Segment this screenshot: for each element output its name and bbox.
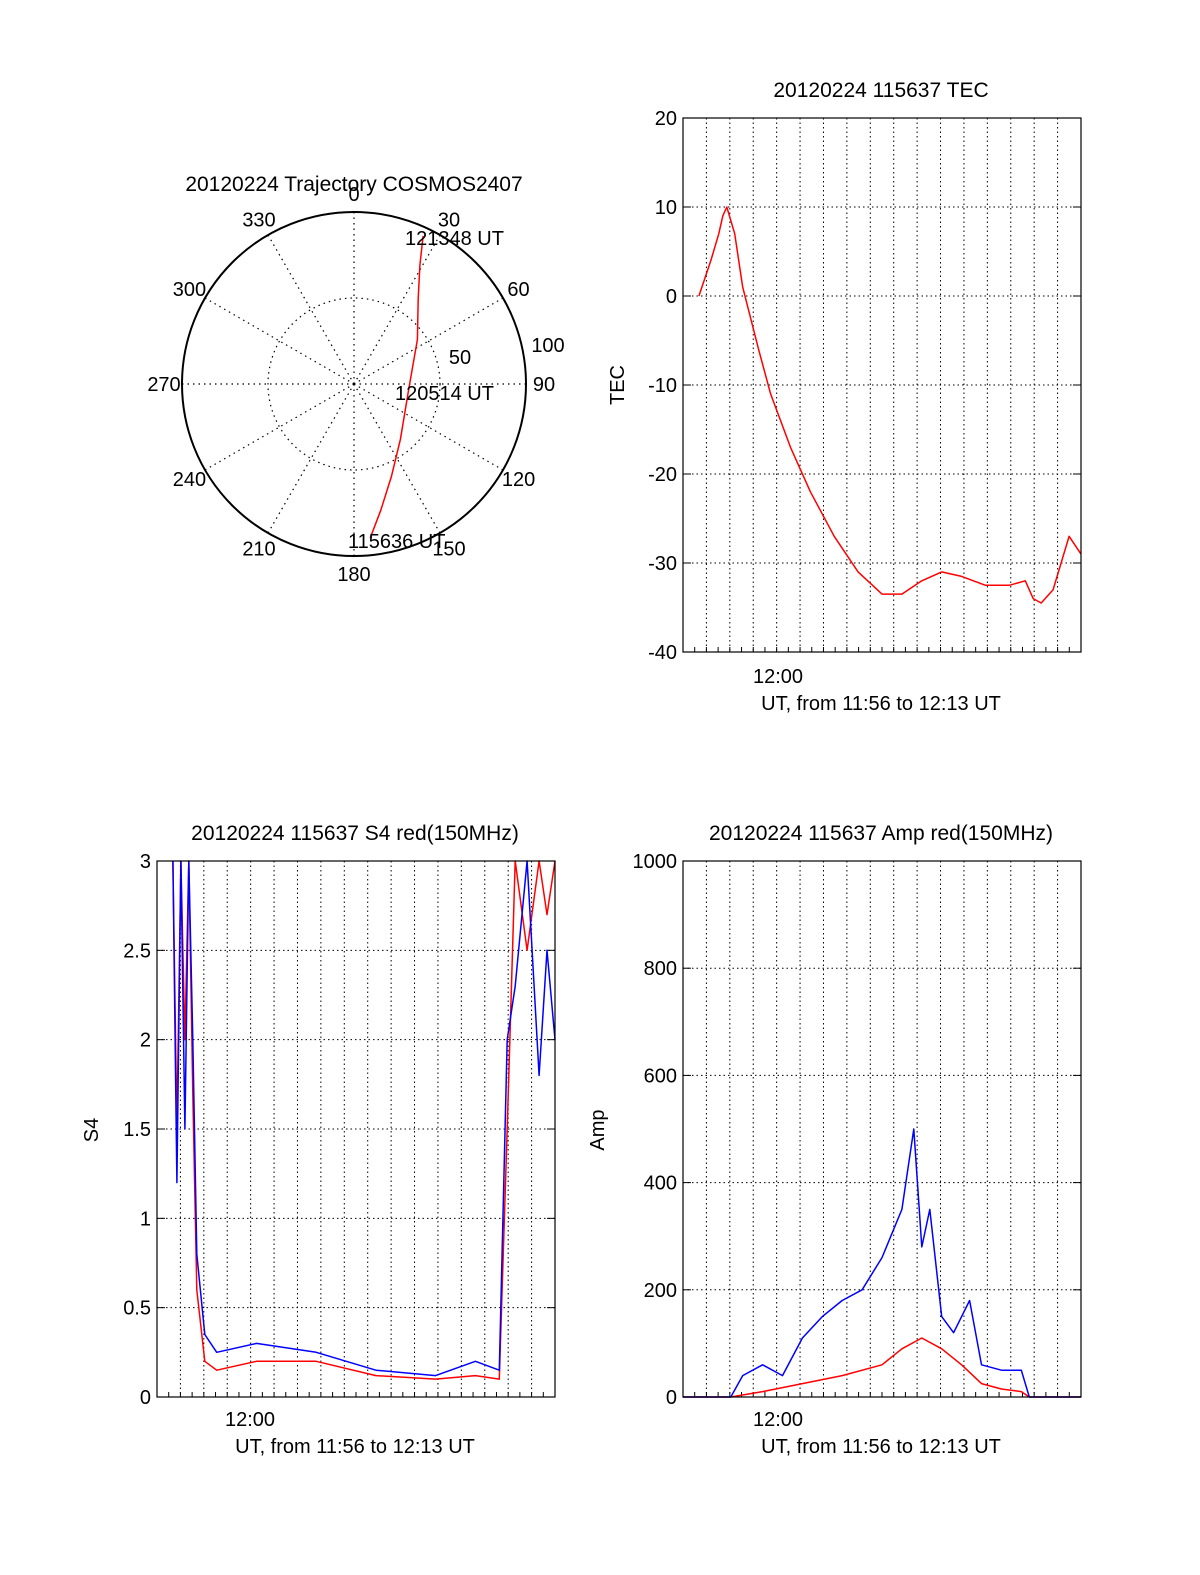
y-tick-label: 400	[644, 1173, 677, 1195]
polar-grid	[181, 211, 527, 557]
tec-xlabel: UT, from 11:56 to 12:13 UT	[761, 693, 1001, 715]
y-tick-label: 2.5	[123, 940, 151, 962]
y-tick-label: 3	[140, 851, 151, 873]
polar-angle-label: 0	[348, 184, 359, 206]
polar-angle-label: 150	[432, 539, 465, 561]
tec-chart: 20120224 115637 TEC TEC UT, from 11:56 t…	[607, 79, 1082, 715]
amp-chart: 20120224 115637 Amp red(150MHz) Amp UT, …	[587, 822, 1082, 1458]
s4-chart: 20120224 115637 S4 red(150MHz) S4 UT, fr…	[81, 822, 556, 1458]
polar-title: 20120224 Trajectory COSMOS2407	[185, 173, 522, 196]
y-tick-label: -30	[648, 553, 677, 575]
y-tick-label: 0.5	[123, 1298, 151, 1320]
amp-title: 20120224 115637 Amp red(150MHz)	[709, 822, 1053, 845]
polar-spoke	[353, 383, 504, 471]
polar-angle-label: 240	[173, 469, 206, 491]
polar-trajectory-line	[369, 235, 424, 539]
polar-spoke	[267, 234, 355, 385]
polar-spoke	[267, 383, 355, 534]
polar-end-time-label: 121348 UT	[405, 228, 504, 250]
series-line-0	[172, 860, 556, 1380]
polar-spoke	[353, 234, 441, 385]
polar-spoke	[353, 297, 504, 385]
polar-start-time-label: 115636 UT	[348, 531, 445, 553]
plot-frame	[156, 860, 556, 1398]
polar-radius-label: 100	[531, 335, 564, 357]
tec-title: 20120224 115637 TEC	[773, 79, 988, 102]
plot-frame	[682, 860, 1082, 1398]
y-tick-label: 200	[644, 1280, 677, 1302]
s4-xlabel: UT, from 11:56 to 12:13 UT	[235, 1436, 475, 1458]
series-line-1	[683, 1128, 1081, 1398]
y-tick-label: 1.5	[123, 1119, 151, 1141]
s4-title: 20120224 115637 S4 red(150MHz)	[191, 822, 519, 845]
y-tick-label: -40	[648, 642, 677, 664]
polar-radius-labels: 50 100	[449, 335, 565, 369]
polar-angle-label: 300	[173, 279, 206, 301]
polar-radius-label: 50	[449, 347, 471, 369]
series-line-0	[683, 1337, 1081, 1398]
s4-plot-area: 3 2.5 2 1.5 1 0.5 0	[123, 851, 556, 1409]
s4-xtick-1200: 12:00	[225, 1409, 275, 1431]
tec-ylabel: TEC	[607, 365, 629, 405]
y-tick-label: 0	[666, 286, 677, 308]
polar-angle-label: 330	[242, 209, 275, 231]
y-tick-label: 1	[140, 1208, 151, 1230]
polar-angle-label: 30	[438, 209, 460, 231]
tec-xtick-1200: 12:00	[753, 666, 803, 688]
polar-trajectory	[369, 235, 424, 539]
amp-plot-area: 1000 800 600 400 200 0	[633, 851, 1082, 1409]
y-tick-label: 0	[140, 1387, 151, 1409]
y-tick-label: 10	[655, 197, 677, 219]
tec-plot-area: 20 10 0 -10 -20 -30 -40	[648, 108, 1082, 664]
y-tick-label: 1000	[633, 851, 678, 873]
polar-inner-circle	[267, 297, 441, 471]
polar-spoke	[204, 383, 355, 471]
y-tick-label: -20	[648, 464, 677, 486]
polar-spoke	[353, 383, 441, 534]
trajectory-polar-plot: 20120224 Trajectory COSMOS2407 0 30 60 90 12…	[147, 173, 564, 586]
polar-spoke	[204, 297, 355, 385]
s4-ylabel: S4	[81, 1118, 103, 1142]
polar-angle-label: 120	[502, 469, 535, 491]
y-tick-label: 2	[140, 1030, 151, 1052]
y-tick-label: 800	[644, 958, 677, 980]
polar-angle-label: 270	[147, 374, 180, 396]
series-line-0	[698, 206, 1082, 604]
polar-angle-labels: 0 30 60 90 120 150 180 210 240 270 300 330	[147, 184, 555, 586]
series-line-1	[172, 860, 556, 1377]
polar-angle-label: 210	[242, 539, 275, 561]
plot-frame	[682, 117, 1082, 653]
polar-angle-label: 90	[533, 374, 555, 396]
polar-mid-time-label: 120514 UT	[395, 383, 494, 405]
y-tick-label: 600	[644, 1065, 677, 1087]
amp-xtick-1200: 12:00	[753, 1409, 803, 1431]
polar-angle-label: 180	[337, 564, 370, 586]
y-tick-label: 20	[655, 108, 677, 130]
y-tick-label: -10	[648, 375, 677, 397]
amp-xlabel: UT, from 11:56 to 12:13 UT	[761, 1436, 1001, 1458]
amp-ylabel: Amp	[587, 1109, 609, 1150]
y-tick-label: 0	[666, 1387, 677, 1409]
polar-angle-label: 60	[507, 279, 529, 301]
